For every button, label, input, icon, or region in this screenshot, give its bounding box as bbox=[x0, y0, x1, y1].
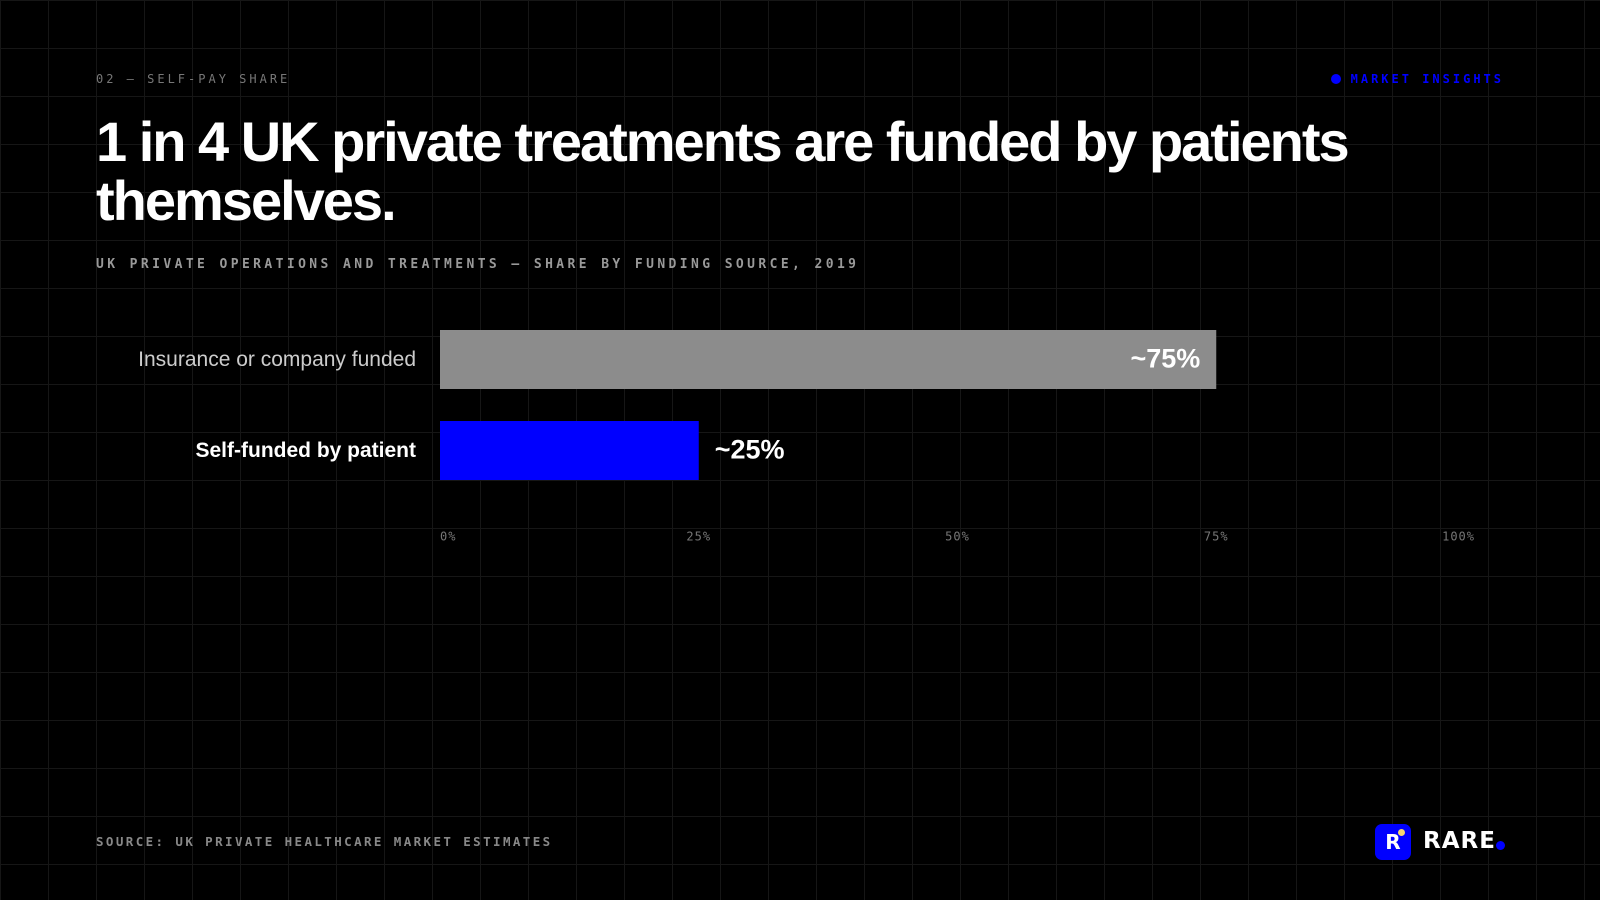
chart: 0% 25% 50% 75% 100% Insurance or company fund… bbox=[138, 330, 1475, 544]
x-tick-label: 25% bbox=[686, 530, 711, 544]
category-label: Self-funded by patient bbox=[196, 439, 417, 462]
x-tick-label: 0% bbox=[440, 530, 456, 544]
value-label: ~75% bbox=[1130, 344, 1200, 374]
x-tick-label: 75% bbox=[1204, 530, 1229, 544]
category-label: Insurance or company funded bbox=[138, 348, 416, 371]
logo: R bbox=[1375, 824, 1411, 860]
tag: MARKET INSIGHTS bbox=[1331, 72, 1504, 86]
bar bbox=[440, 330, 1217, 389]
source: SOURCE: UK PRIVATE HEALTHCARE MARKET EST… bbox=[96, 834, 553, 849]
brand-dot bbox=[1496, 841, 1505, 850]
chart-subtitle: UK PRIVATE OPERATIONS AND TREATMENTS — S… bbox=[96, 257, 860, 272]
brand-name: RARE bbox=[1423, 828, 1496, 854]
x-tick-label: 100% bbox=[1442, 530, 1475, 544]
bar bbox=[440, 421, 699, 480]
value-label: ~25% bbox=[715, 435, 785, 465]
kicker: 02 — SELF-PAY SHARE bbox=[96, 72, 291, 86]
x-tick-label: 50% bbox=[945, 530, 970, 544]
chart-title: 1 in 4 UK private treatments are funded … bbox=[96, 110, 1350, 232]
